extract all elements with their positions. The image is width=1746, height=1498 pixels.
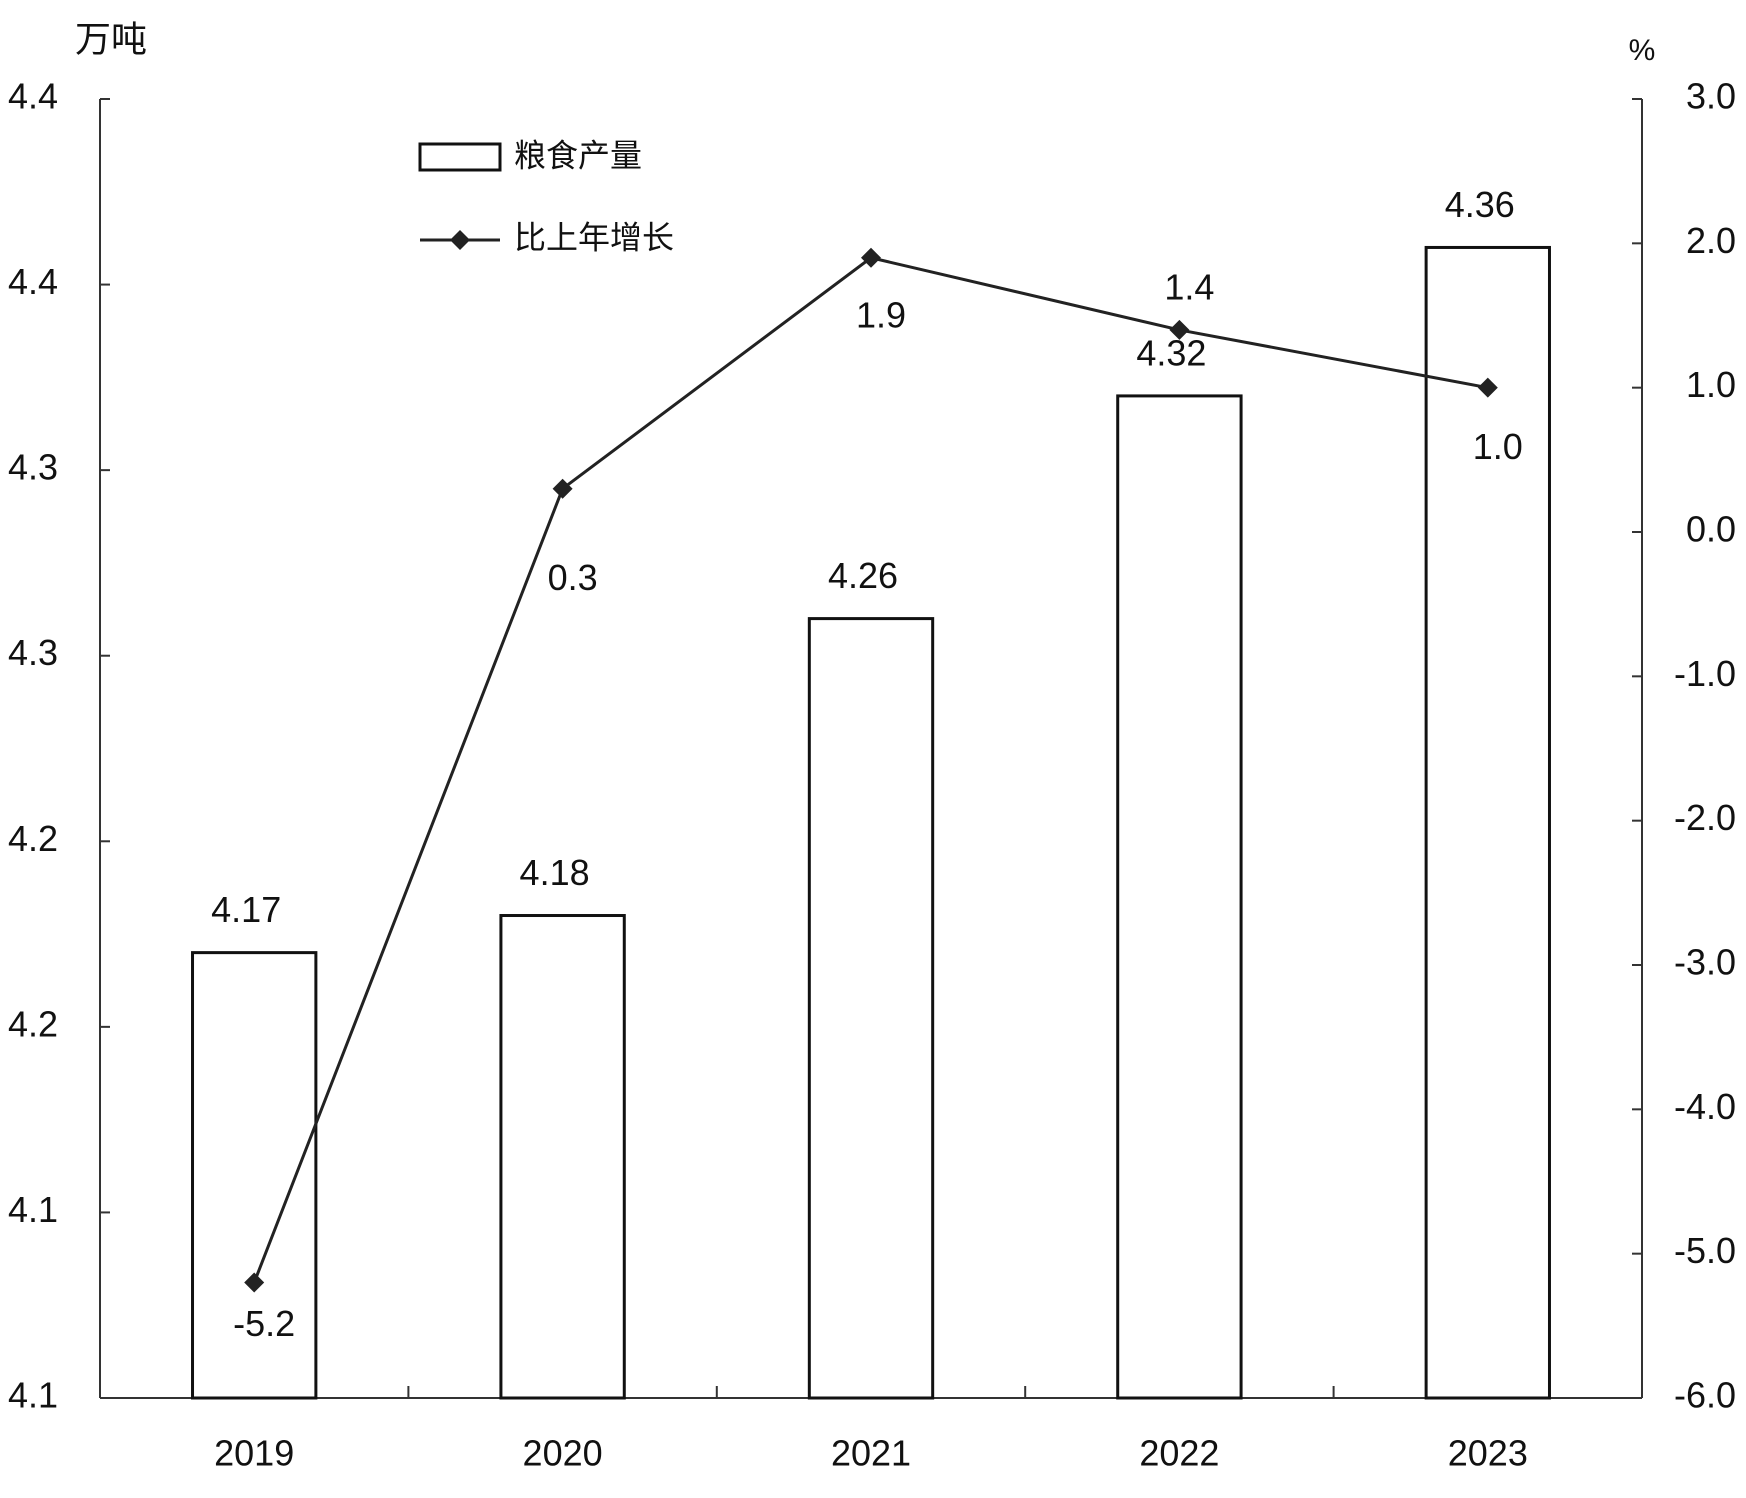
y-tick-label: 4.1 — [8, 1375, 58, 1416]
y2-tick-label: 0.0 — [1686, 509, 1736, 550]
line-marker — [552, 478, 573, 499]
legend-swatch — [418, 142, 502, 172]
bar-value-label: 4.36 — [1445, 184, 1515, 225]
legend-label: 比上年增长 — [514, 219, 674, 255]
line-value-label: 1.9 — [856, 294, 906, 335]
y2-tick-label: -3.0 — [1674, 942, 1736, 983]
y2-tick-label: -4.0 — [1674, 1086, 1736, 1127]
y2-axis-label: % — [1629, 34, 1656, 67]
line-marker — [244, 1272, 265, 1293]
y2-tick-label: -6.0 — [1674, 1375, 1736, 1416]
y-tick-label: 4.3 — [8, 632, 58, 673]
y2-tick-label: -5.0 — [1674, 1230, 1736, 1271]
y2-tick-label: -2.0 — [1674, 797, 1736, 838]
line-marker — [1477, 377, 1498, 398]
bar-value-label: 4.17 — [211, 889, 281, 930]
legend-label: 粮食产量 — [514, 137, 642, 173]
y2-tick-label: 2.0 — [1686, 220, 1736, 261]
y-tick-label: 4.4 — [8, 261, 58, 302]
y-tick-label: 4.1 — [8, 1189, 58, 1230]
y2-tick-label: 3.0 — [1686, 76, 1736, 117]
y2-tick-label: 1.0 — [1686, 364, 1736, 405]
y-tick-label: 4.3 — [8, 447, 58, 488]
bar — [1424, 245, 1551, 1400]
bar — [1116, 394, 1243, 1400]
x-tick-label: 2023 — [1448, 1433, 1528, 1474]
line-marker — [1169, 319, 1190, 340]
bar-value-label: 4.26 — [828, 555, 898, 596]
y-axis-label: 万吨 — [75, 19, 147, 60]
y2-tick-label: -1.0 — [1674, 653, 1736, 694]
line-value-label: 0.3 — [548, 557, 598, 598]
bar-value-label: 4.32 — [1136, 332, 1206, 373]
line-value-label: 1.0 — [1473, 426, 1523, 467]
line-marker — [861, 247, 881, 268]
x-tick-label: 2022 — [1139, 1433, 1219, 1474]
x-tick-label: 2021 — [831, 1433, 911, 1474]
y-tick-label: 4.2 — [8, 818, 58, 859]
x-tick-label: 2020 — [523, 1433, 603, 1474]
x-tick-label: 2019 — [214, 1433, 294, 1474]
bar — [807, 617, 935, 1400]
line-value-label: -5.2 — [233, 1303, 295, 1344]
y-tick-label: 4.4 — [8, 76, 58, 117]
bar — [499, 914, 626, 1400]
y-tick-label: 4.2 — [8, 1003, 58, 1044]
line-value-label: 1.4 — [1164, 266, 1214, 307]
legend-marker — [450, 230, 470, 250]
bar-value-label: 4.18 — [520, 852, 590, 893]
